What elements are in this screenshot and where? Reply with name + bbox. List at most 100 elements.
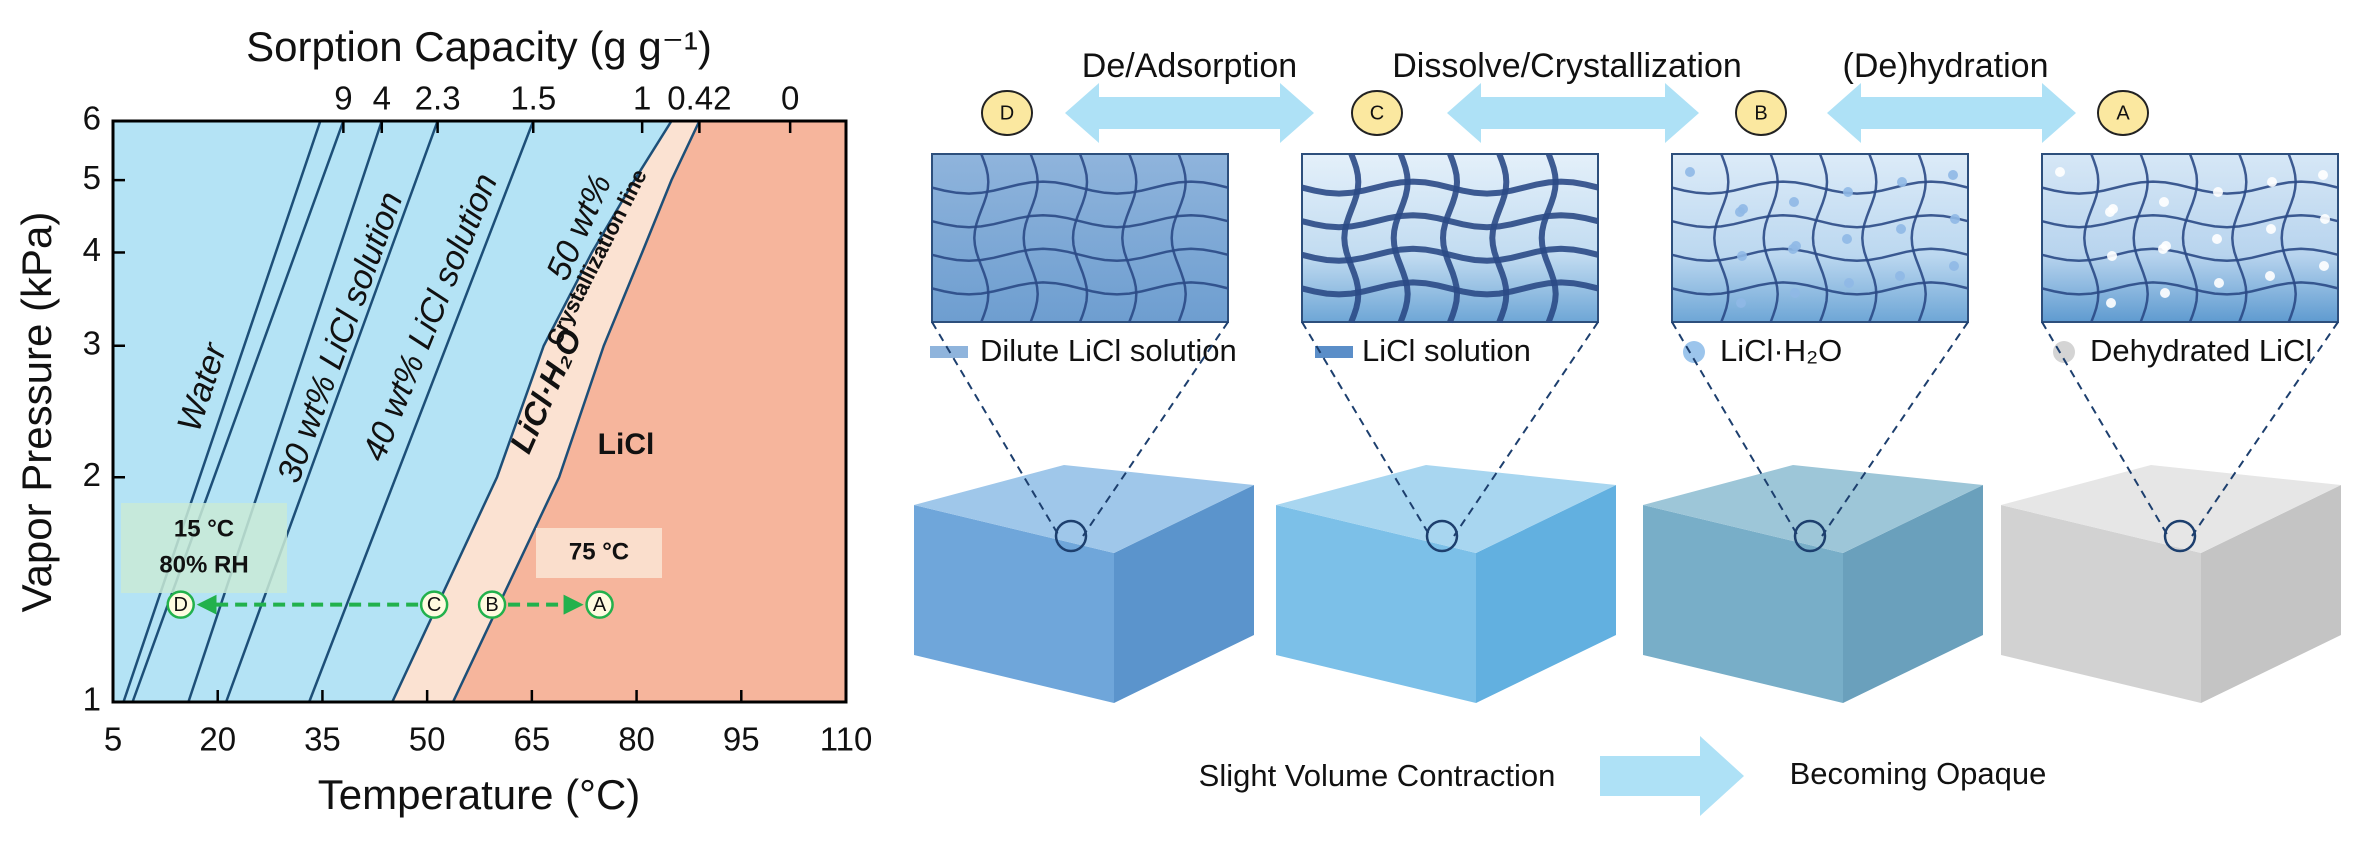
state-point bbox=[585, 590, 614, 619]
zoom-leader bbox=[1821, 321, 1969, 537]
network-strand bbox=[1341, 152, 1362, 324]
particle bbox=[2107, 251, 2117, 261]
double-arrow bbox=[1065, 83, 1314, 143]
particle bbox=[1685, 167, 1695, 177]
block-face bbox=[1114, 485, 1254, 703]
network-strand bbox=[2083, 153, 2100, 323]
x-tick-label: 50 bbox=[409, 721, 446, 758]
network-strand bbox=[2041, 213, 2339, 229]
particle bbox=[2159, 197, 2169, 207]
state-label: C bbox=[427, 594, 441, 616]
network-strand bbox=[931, 247, 1229, 263]
double-arrow bbox=[1827, 83, 2076, 143]
legend-swatch bbox=[1683, 341, 1705, 363]
y-tick-label: 6 bbox=[83, 100, 101, 137]
network-strand bbox=[1861, 153, 1878, 323]
line-annotation: LiCl bbox=[598, 428, 655, 461]
x2-tick-label: 0.42 bbox=[667, 80, 731, 117]
network-strand bbox=[1671, 213, 1969, 229]
particle bbox=[1736, 298, 1746, 308]
y-tick-label: 4 bbox=[83, 231, 101, 268]
process-label: (De)hydration bbox=[1843, 47, 2049, 85]
network-strand bbox=[1301, 178, 1599, 197]
state-point bbox=[166, 590, 195, 619]
state-badge bbox=[1735, 90, 1787, 136]
network-strand bbox=[1538, 152, 1559, 324]
badge-label: D bbox=[1000, 102, 1014, 124]
network-strand bbox=[1071, 153, 1089, 323]
particle bbox=[2265, 271, 2275, 281]
zoom-leader bbox=[1082, 321, 1229, 537]
zoom-circle bbox=[1054, 519, 1088, 553]
zoom-circle bbox=[1793, 519, 1827, 553]
particle bbox=[2158, 244, 2168, 254]
legend-swatch bbox=[1315, 346, 1353, 358]
network-strand bbox=[931, 180, 1229, 195]
network-strand bbox=[1170, 153, 1187, 323]
particle bbox=[2320, 214, 2330, 224]
particle bbox=[1949, 261, 1959, 271]
network-strand bbox=[2041, 281, 2339, 296]
x-tick-label: 65 bbox=[513, 721, 550, 758]
state-badge bbox=[1351, 90, 1403, 136]
particle bbox=[2267, 177, 2277, 187]
particle bbox=[1843, 187, 1853, 197]
state-point bbox=[419, 590, 449, 619]
x2-tick-label: 4 bbox=[373, 80, 391, 117]
legend-label: Dehydrated LiCl bbox=[2090, 333, 2312, 368]
process-label: Dissolve/Crystallization bbox=[1392, 47, 1742, 85]
note: 15 °C bbox=[174, 515, 234, 542]
right-arrow bbox=[1600, 736, 1744, 816]
network-strand bbox=[1022, 153, 1039, 323]
legend-label: LiCl·H₂O bbox=[1720, 333, 1842, 368]
x2-tick-label: 1 bbox=[633, 80, 651, 117]
x-tick-label: 5 bbox=[104, 721, 122, 758]
network-strand bbox=[973, 153, 990, 323]
block-face bbox=[1276, 465, 1616, 553]
network-strand bbox=[2041, 180, 2339, 195]
zoom-circle bbox=[2163, 519, 2197, 553]
x-tick-label: 110 bbox=[820, 721, 873, 758]
note-box bbox=[121, 503, 287, 593]
x2-tick-label: 1.5 bbox=[510, 80, 556, 117]
network-strand bbox=[1671, 281, 1969, 296]
block-face bbox=[914, 465, 1254, 553]
particle bbox=[1788, 244, 1798, 254]
network-strand bbox=[2132, 153, 2149, 323]
structure-box bbox=[1671, 153, 1969, 323]
particle bbox=[1948, 170, 1958, 180]
x2-tick-label: 0 bbox=[781, 80, 799, 117]
state-point bbox=[477, 590, 507, 619]
network-strand bbox=[1439, 152, 1461, 324]
state-label: D bbox=[173, 594, 187, 616]
note: 80% RH bbox=[159, 551, 248, 578]
block-face bbox=[1276, 505, 1476, 703]
badge-label: A bbox=[2116, 102, 2130, 124]
particle bbox=[1950, 214, 1960, 224]
network-strand bbox=[931, 213, 1229, 229]
x-tick-label: 20 bbox=[199, 721, 236, 758]
particle bbox=[2212, 234, 2222, 244]
x-tick-label: 80 bbox=[618, 721, 655, 758]
y-tick-label: 2 bbox=[83, 456, 101, 493]
block-face bbox=[1476, 485, 1616, 703]
state-label: B bbox=[485, 594, 498, 616]
block-face bbox=[1643, 505, 1843, 703]
particle bbox=[2214, 278, 2224, 288]
y-tick-label: 1 bbox=[83, 681, 101, 718]
diagram: De/Adsorption Dissolve/Crystallization (De… bbox=[914, 47, 2341, 816]
y-tick-label: 3 bbox=[83, 324, 101, 361]
phase-boundary bbox=[451, 120, 701, 703]
zoom-circle bbox=[1425, 519, 1459, 553]
network-strand bbox=[1121, 153, 1138, 323]
isoline bbox=[122, 120, 322, 703]
network-strand bbox=[2280, 153, 2297, 323]
state-badge bbox=[981, 90, 1033, 136]
particle bbox=[2266, 224, 2276, 234]
particle bbox=[2160, 288, 2170, 298]
particle bbox=[1896, 224, 1906, 234]
network-strand bbox=[1713, 153, 1730, 323]
legend-label: LiCl solution bbox=[1362, 333, 1531, 368]
phase-boundary bbox=[391, 120, 673, 703]
